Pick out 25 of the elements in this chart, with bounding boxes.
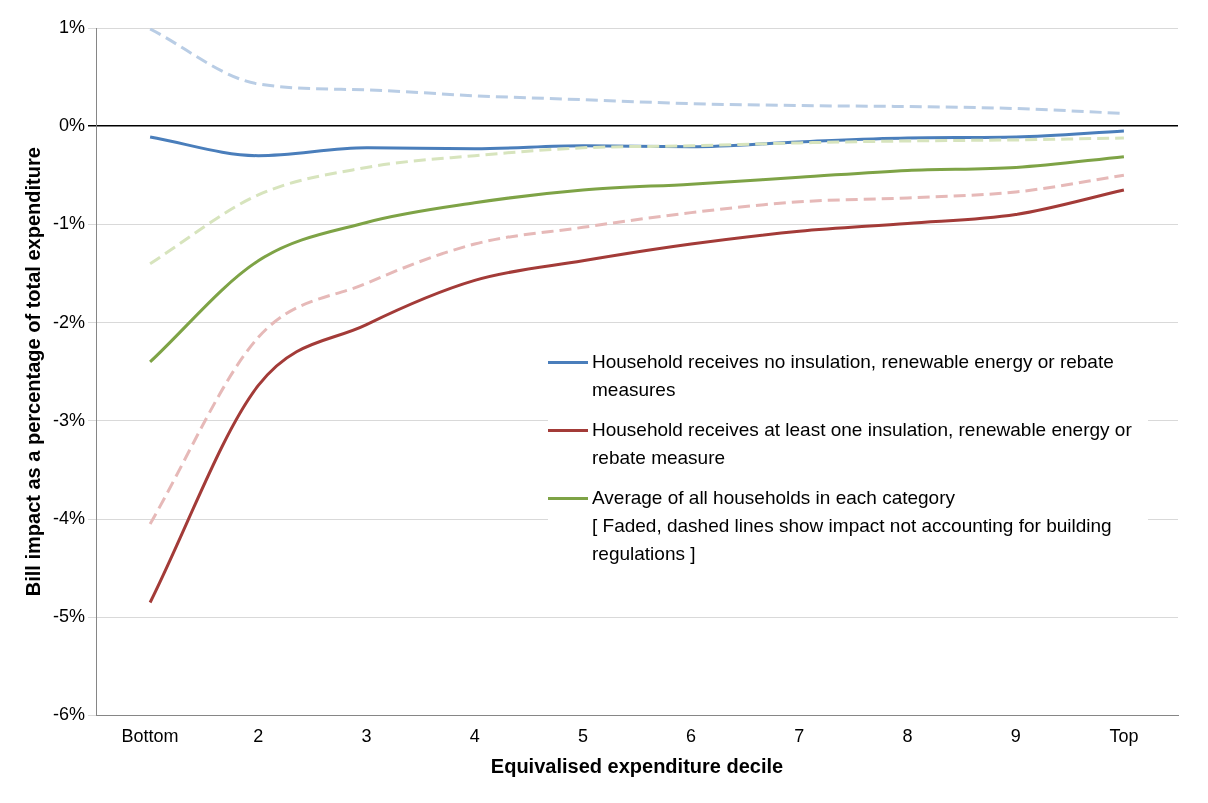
legend-label: Household receives no insulation, renewable energy or rebate measures — [592, 350, 1115, 402]
x-tick-label: 7 — [794, 726, 805, 747]
x-tick-label: 6 — [686, 726, 697, 747]
y-tick-label: 0% — [58, 115, 86, 136]
x-tick-label: 5 — [577, 726, 588, 747]
y-tick-label: 1% — [58, 16, 86, 37]
legend-label: Average of all households in each category — [592, 486, 956, 510]
legend-label: Household receives at least one insulation, renewable energy or rebate measure — [592, 418, 1133, 470]
x-tick-label: 2 — [253, 726, 264, 747]
y-tick-label: -1% — [52, 213, 86, 234]
y-tick-label: -2% — [52, 311, 86, 332]
x-tick-label: 4 — [469, 726, 480, 747]
x-axis-title: Equivalised expenditure decile — [490, 754, 784, 777]
y-axis-title: Bill impact as a percentage of total expenditure — [21, 147, 44, 597]
x-tick-label: 3 — [361, 726, 372, 747]
y-tick-label: -3% — [52, 409, 86, 430]
y-tick-label: -6% — [52, 704, 86, 725]
x-tick-label: Top — [1109, 726, 1139, 747]
y-tick-label: -4% — [52, 507, 86, 528]
line-series — [148, 136, 1126, 266]
y-tick-label: -5% — [52, 606, 86, 627]
x-tick-label: Bottom — [121, 726, 179, 747]
x-tick-label: 8 — [902, 726, 913, 747]
x-tick-label: 9 — [1010, 726, 1021, 747]
annotation: [ Faded, dashed lines show impact not accounting for building regulations ] — [591, 514, 1113, 566]
